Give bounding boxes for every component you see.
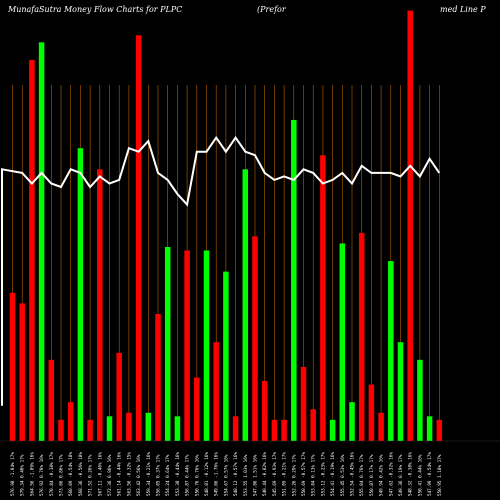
bar	[232, 416, 239, 441]
bars	[9, 10, 443, 442]
x-tick-label: 570.84 -0.38% 17%	[49, 452, 55, 496]
x-tick-label: 573.06 0.86% 17%	[59, 454, 65, 496]
x-tick-label: 552.54 -0.45% 16%	[350, 452, 356, 496]
bar	[291, 119, 297, 442]
x-tick-label: 564.56 -1.09% 16%	[29, 452, 35, 496]
bar	[417, 359, 423, 441]
money-flow-line	[1, 135, 441, 406]
x-tick-labels: 576.98 -1.04% 17% 579.34 0.40% 17% 564.56 …	[10, 452, 443, 496]
x-tick-label: 554.24 0.64% 17%	[165, 454, 171, 496]
bar	[281, 419, 287, 441]
x-tick-label: 563.56 -0.32% 15%	[126, 452, 132, 496]
bar	[426, 416, 433, 441]
x-tick-label: 552.26 0.29% 17%	[291, 454, 297, 496]
x-tick-label: 550.87 0.17% 17%	[369, 454, 375, 496]
bar	[97, 169, 103, 441]
bar	[135, 35, 142, 441]
x-tick-label: 551.09 -0.21% 17%	[282, 452, 288, 496]
bar	[174, 416, 181, 441]
x-tick-label: 561.14 -0.44% 16%	[117, 452, 123, 496]
x-tick-label: 549.94 0.42% 16%	[379, 454, 385, 496]
x-tick-label: 555.45 0.53% 16%	[340, 454, 346, 496]
bar	[388, 261, 394, 441]
bar	[164, 246, 171, 441]
x-tick-label: 563.42 0.56% 16%	[136, 454, 142, 496]
bar	[9, 292, 16, 441]
x-tick-label: 571.52 0.26% 17%	[88, 454, 94, 496]
chart-title-mid: (Prefor	[257, 5, 287, 14]
bar	[126, 412, 132, 441]
x-tick-label: 556.87 0.44% 17%	[185, 454, 191, 496]
bar	[184, 250, 190, 441]
bar	[29, 59, 35, 441]
x-tick-label: 579.34 0.40% 17%	[20, 454, 26, 496]
x-tick-label: 556.05 0.37% 17%	[156, 454, 162, 496]
bar	[38, 42, 45, 441]
x-tick-label: 548.12 -0.57% 16%	[233, 452, 239, 496]
x-tick-label: 553.55 1.03% 16%	[243, 454, 249, 496]
bar	[252, 236, 258, 441]
bar	[223, 271, 229, 441]
bar	[320, 155, 326, 441]
x-tick-label: 554.41 -0.19% 16%	[330, 452, 336, 496]
bar	[87, 419, 93, 441]
chart-title-left: MunafaSutra Money Flow Charts for PLPC	[7, 5, 182, 14]
bar	[368, 384, 375, 441]
bar	[213, 342, 219, 441]
x-tick-label: 547.62 -0.32% 16%	[388, 452, 394, 496]
bar	[339, 243, 346, 441]
x-tick-label: 550.95 1.18% 17%	[437, 454, 443, 496]
bar	[436, 419, 443, 441]
bar	[358, 232, 365, 441]
x-tick-label: 576.98 -1.04% 17%	[10, 452, 16, 496]
bar	[310, 409, 316, 441]
x-tick-label: 550.76 0.76% 16%	[194, 454, 200, 496]
bar	[261, 381, 268, 441]
x-tick-label: 572.36 0.96% 16%	[107, 454, 113, 496]
bar	[19, 303, 25, 441]
x-tick-label: 545.69 -0.93% 17%	[272, 452, 278, 496]
bar	[77, 148, 84, 441]
x-tick-label: 540.44 -0.82% 16%	[262, 452, 268, 496]
x-tick-label: 547.86 1.51% 16%	[253, 454, 259, 496]
x-tick-label: 548.32 -0.38% 16%	[408, 452, 414, 496]
x-tick-label: 576.92 0.70% 16%	[39, 454, 45, 496]
bar	[349, 402, 355, 441]
bar	[116, 352, 122, 441]
bar	[242, 169, 249, 441]
x-tick-label: 568.36 -0.56% 18%	[78, 452, 84, 496]
x-tick-label: 554.67 0.57% 16%	[223, 454, 229, 496]
bar	[58, 419, 64, 441]
chart-title-right: med Line P	[440, 5, 486, 14]
bar	[329, 419, 336, 441]
bar	[145, 412, 152, 441]
bar	[155, 313, 161, 441]
x-tick-label: 560.09 -0.54% 18%	[68, 452, 74, 496]
bar	[271, 419, 278, 441]
x-tick-label: 547.99 -0.54% 17%	[427, 452, 433, 496]
bar	[203, 250, 210, 441]
bar	[378, 412, 384, 441]
x-tick-label: 553.84 0.13% 17%	[311, 454, 317, 496]
bar	[67, 402, 74, 441]
x-tick-label: 555.04 0.76% 17%	[359, 454, 365, 496]
x-tick-label: 548.81 -0.12% 16%	[204, 452, 210, 496]
bar	[48, 359, 55, 441]
bar	[397, 342, 404, 441]
bar	[407, 10, 413, 442]
x-tick-label: 550.41 0.44% 16%	[417, 454, 423, 496]
x-tick-label: 567.11 -0.46% 16%	[97, 452, 103, 496]
x-tick-label: 550.69 -0.57% 17%	[301, 452, 307, 496]
bar	[106, 416, 113, 441]
bar	[194, 377, 200, 441]
x-tick-label: 559.34 -0.21% 16%	[146, 452, 152, 496]
x-tick-label: 553.38 -0.44% 16%	[175, 452, 181, 496]
x-tick-label: 553.12 -0.23% 17%	[320, 452, 326, 496]
x-tick-label: 549.36 0.19% 17%	[398, 454, 404, 496]
x-tick-label: 549.06 -1.76% 16%	[214, 452, 220, 496]
bar	[300, 366, 307, 441]
